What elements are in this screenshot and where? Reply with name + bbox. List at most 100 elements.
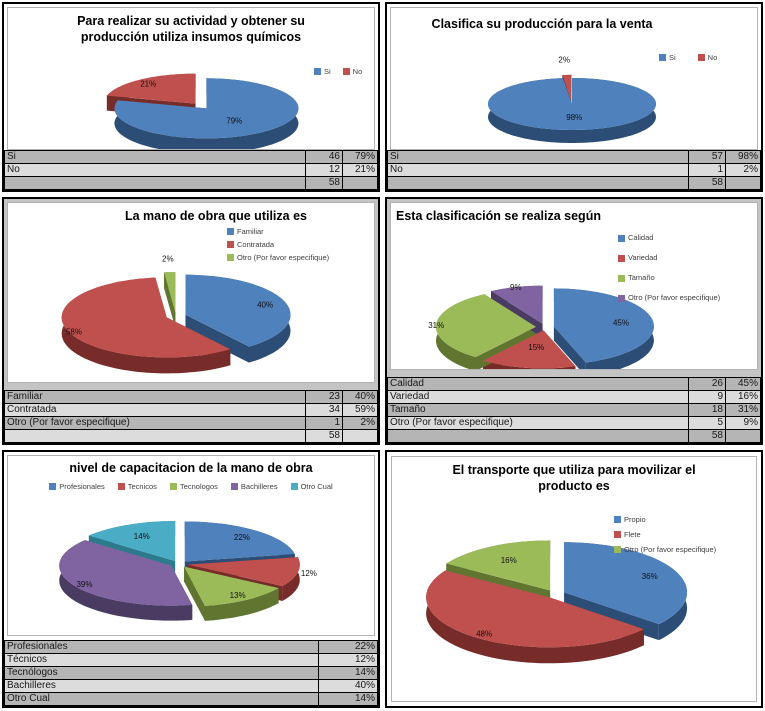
legend-label: Si: [669, 53, 676, 62]
pie-percent-label: 58%: [66, 328, 82, 337]
chart-title: Para realizar su actividad y obtener su …: [77, 14, 305, 45]
row-label: [387, 429, 689, 443]
row-label: Otro (Por favor especifique): [4, 416, 306, 430]
legend-item: Familiar: [227, 225, 329, 238]
chart-tile-clasificacion-segun: 45% 15% 31% 9% Esta clasificación se realiz…: [385, 197, 763, 445]
legend-swatch-icon: [227, 228, 234, 235]
pie-chart: 22% 12% 13% 39% 14%: [59, 521, 317, 621]
legend-label: Contratada: [237, 239, 275, 249]
row-value: 2%: [342, 416, 378, 430]
row-label: Otro (Por favor especifique): [387, 416, 689, 430]
row-label: [4, 176, 306, 190]
row-value: 21%: [342, 163, 378, 177]
legend-label: Bachilleres: [240, 482, 278, 491]
pie-slice-face: [59, 540, 193, 606]
pie-percent-label: 12%: [301, 569, 317, 578]
row-value: 57: [688, 150, 726, 164]
row-label: Variedad: [387, 390, 689, 404]
row-value: 1: [305, 416, 343, 430]
pie-slice-face: [88, 521, 176, 562]
table-row: Técnicos 12%: [4, 653, 378, 667]
row-label: Contratada: [4, 403, 306, 417]
chart-title: Clasifica su producción para la venta: [431, 17, 653, 31]
chart-tile-insumos-quimicos: 79% 21% Para realizar su actividad y obte…: [2, 2, 380, 192]
legend-item: Calidad: [618, 228, 720, 248]
row-value: [725, 429, 761, 443]
legend-swatch-icon: [614, 531, 621, 538]
result-table: Calidad 26 45% Variedad 9 16% Tamaño 18 31% Otro …: [387, 377, 761, 443]
pie-slice-face: [488, 78, 656, 130]
pie-percent-label: 40%: [257, 301, 273, 310]
legend-label: Familiar: [237, 226, 264, 236]
row-value: 34: [305, 403, 343, 417]
chart-legend: Propio Flete Otro (Por favor especifique): [614, 512, 716, 557]
pie-slice-face: [282, 557, 300, 601]
pie-chart: 40% 58% 2%: [61, 254, 291, 374]
pie-slice-face: [426, 570, 644, 664]
pie-slice-face: [164, 272, 176, 313]
legend-swatch-icon: [659, 54, 666, 62]
chart-plot-area: 40% 58% 2% La mano de obra que utiliza es …: [7, 202, 375, 383]
row-value: 9: [688, 390, 726, 404]
pie-slice-face: [185, 314, 250, 363]
legend-swatch-icon: [314, 68, 321, 76]
chart-tile-transporte: 36% 48% 16% El transporte que utiliza para…: [385, 450, 763, 708]
row-value: 58: [305, 429, 343, 443]
table-row: Contratada 34 59%: [4, 403, 378, 417]
row-label: Si: [4, 150, 306, 164]
pie-slice-face: [106, 73, 196, 104]
row-label: Bachilleres: [4, 679, 319, 693]
row-value: 14%: [318, 692, 378, 706]
pie-percent-label: 14%: [134, 532, 150, 541]
row-value: [725, 176, 761, 190]
legend-label: Variedad: [628, 253, 658, 263]
row-value: 23: [305, 390, 343, 404]
result-table: Si 46 79% No 12 21% 58: [4, 150, 378, 190]
pie-slice-face: [205, 588, 279, 621]
pie-percent-label: 2%: [162, 254, 174, 263]
legend-item: Tamaño: [618, 268, 720, 288]
row-value: 16%: [725, 390, 761, 404]
pie-slice-face: [426, 570, 644, 648]
row-value: [342, 429, 378, 443]
legend-item: Flete: [614, 527, 716, 542]
legend-item: No: [342, 68, 362, 76]
legend-swatch-icon: [169, 483, 177, 491]
chart-tile-capacitacion: 22% 12% 13% 39% 14% nivel de capacitacion de…: [2, 450, 380, 708]
legend-item: Otro (Por favor especifique): [227, 251, 329, 264]
pie-slice-face: [114, 78, 299, 139]
table-row: No 12 21%: [4, 163, 378, 177]
row-label: Familiar: [4, 390, 306, 404]
chart-tile-clasifica-produccion: 98% 2% Clasifica su producción para la ve…: [385, 2, 763, 192]
row-value: 12%: [318, 653, 378, 667]
legend-item: Otro (Por favor especifique): [614, 542, 716, 557]
row-value: [342, 176, 378, 190]
row-value: 45%: [725, 377, 761, 391]
pie-percent-label: 31%: [428, 321, 444, 330]
pie-slice-face: [61, 277, 231, 374]
row-value: 12: [305, 163, 343, 177]
table-row: Tecnólogos 14%: [4, 666, 378, 680]
row-label: No: [4, 163, 306, 177]
chart-legend: Calidad Variedad Tamaño Otro (Por favor esp…: [618, 228, 720, 308]
pie-percent-label: 13%: [230, 591, 246, 600]
legend-swatch-icon: [227, 241, 234, 248]
row-value: 18: [688, 403, 726, 417]
result-table: Si 57 98% No 1 2% 58: [387, 150, 761, 190]
legend-item: Si: [314, 68, 331, 76]
row-value: 31%: [725, 403, 761, 417]
pie-percent-label: 45%: [613, 318, 629, 327]
row-label: [4, 429, 306, 443]
row-value: 98%: [725, 150, 761, 164]
row-value: 22%: [318, 640, 378, 654]
pie-slice-face: [59, 540, 193, 621]
pie-slice-face: [184, 566, 279, 606]
chart-legend: Profesionales Tecnicos Tecnologos Bachiller…: [8, 483, 374, 491]
legend-label: Si: [324, 67, 331, 76]
legend-label: Flete: [624, 529, 641, 539]
table-row: 58: [387, 176, 761, 190]
row-value: 40%: [342, 390, 378, 404]
pie-percent-label: 16%: [501, 556, 517, 565]
pie-slice-face: [61, 277, 231, 358]
legend-label: Otro (Por favor especifique): [237, 252, 330, 262]
